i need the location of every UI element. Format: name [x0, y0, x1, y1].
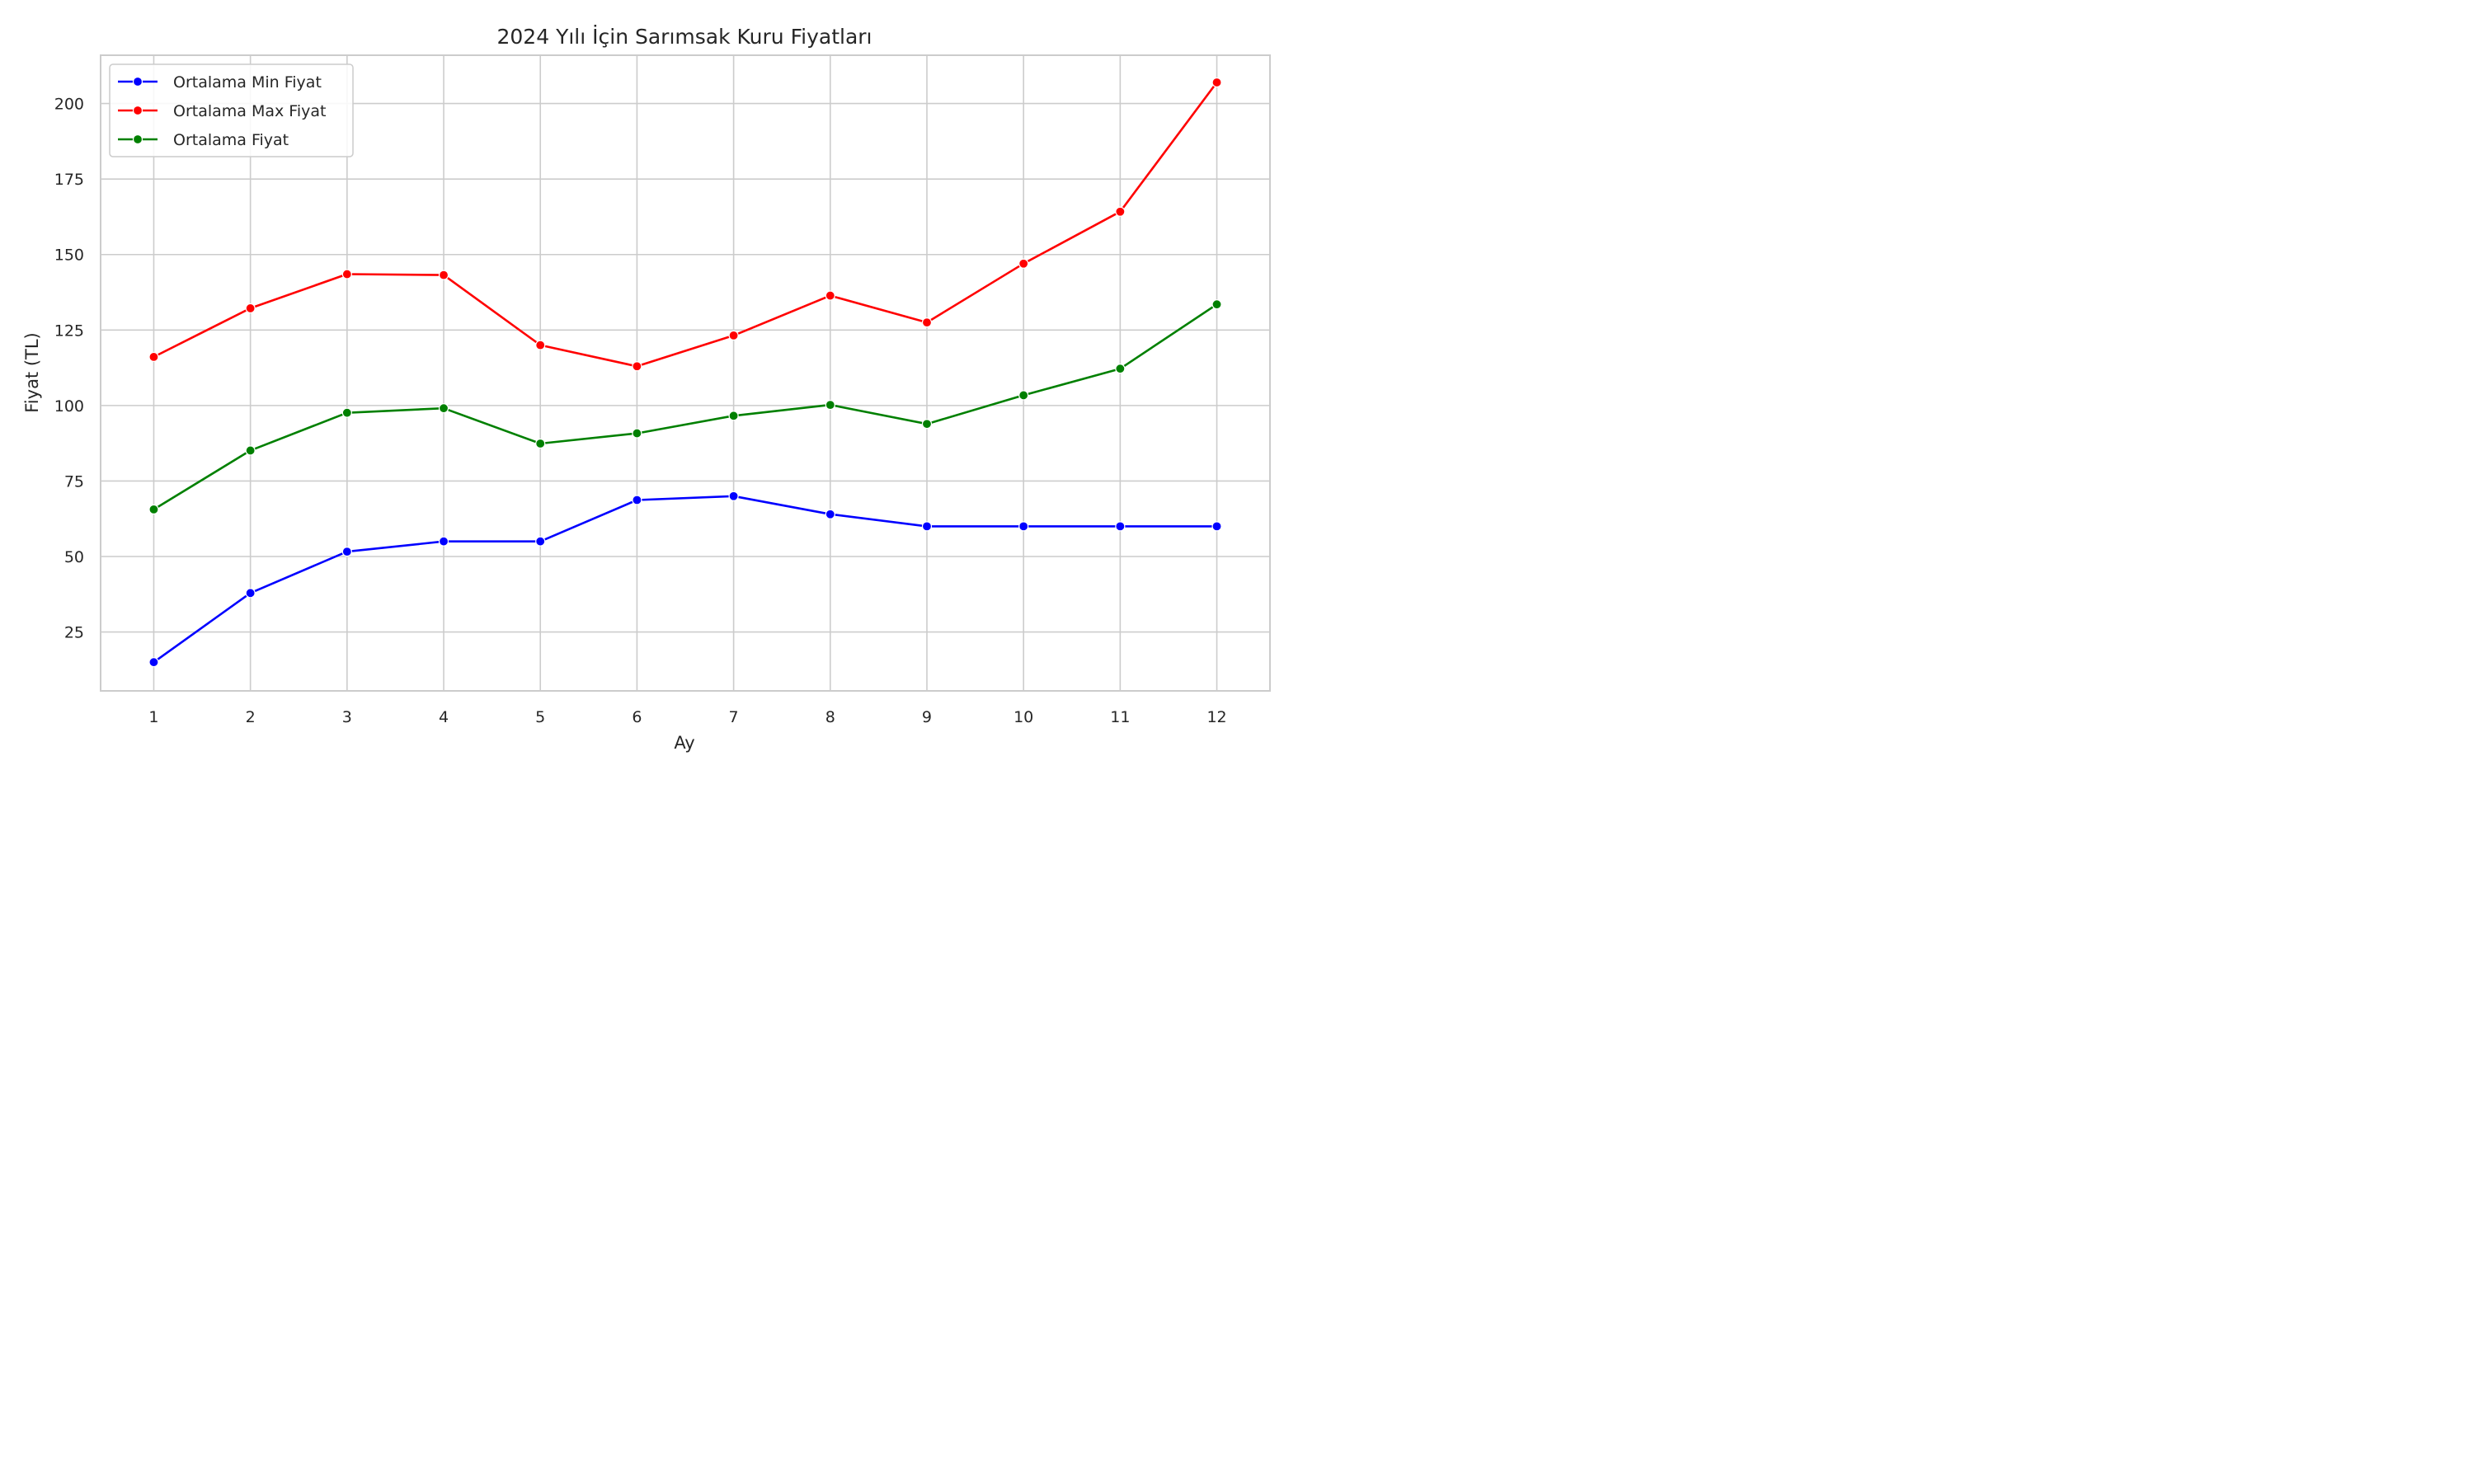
- data-point: [245, 445, 256, 456]
- series-1: [148, 491, 1222, 668]
- x-tick-label: 1: [148, 708, 158, 726]
- data-point: [728, 491, 739, 501]
- legend-label: Ortalama Min Fiyat: [173, 73, 322, 92]
- data-point: [438, 536, 449, 547]
- series-2: [148, 77, 1222, 372]
- data-point: [1211, 521, 1222, 532]
- legend: Ortalama Min Fiyat Ortalama Max Fiyat Orta…: [109, 63, 354, 157]
- data-point: [1018, 258, 1029, 269]
- data-point: [1115, 206, 1126, 217]
- data-point: [728, 411, 739, 421]
- plot-area-frame: [100, 54, 1271, 692]
- legend-label: Ortalama Max Fiyat: [173, 102, 326, 120]
- data-point: [341, 269, 352, 279]
- legend-marker-swatch: [132, 76, 143, 87]
- chart-title: 2024 Yılı İçin Sarımsak Kuru Fiyatları: [497, 25, 872, 49]
- y-tick-label: 75: [64, 472, 84, 491]
- data-point: [438, 270, 449, 280]
- x-tick-label: 8: [825, 708, 835, 726]
- data-point: [148, 351, 159, 363]
- x-tick-label: 4: [439, 708, 449, 726]
- data-point: [148, 504, 159, 514]
- x-tick-label: 12: [1206, 708, 1226, 726]
- y-axis-ticks: 25 50 75 100 125 150 175 200: [54, 96, 84, 642]
- y-tick-label: 150: [54, 247, 84, 265]
- x-tick-label: 10: [1014, 708, 1033, 726]
- y-tick-label: 50: [64, 548, 84, 566]
- data-point: [535, 340, 546, 350]
- series-line: [153, 82, 1218, 368]
- legend-item: Ortalama Min Fiyat: [118, 73, 322, 92]
- data-point: [921, 419, 933, 430]
- data-point: [148, 657, 159, 668]
- x-axis-ticks: 1 2 3 4 5 6 7 8 9 10 11 12: [148, 708, 1226, 726]
- x-tick-label: 9: [922, 708, 932, 726]
- y-tick-label: 25: [64, 624, 84, 642]
- legend-item: Ortalama Max Fiyat: [118, 102, 326, 120]
- data-point: [245, 303, 256, 314]
- data-point: [728, 330, 739, 340]
- y-tick-label: 100: [54, 397, 84, 416]
- x-tick-label: 5: [535, 708, 545, 726]
- x-tick-label: 3: [342, 708, 352, 726]
- data-point: [825, 509, 835, 519]
- legend-label: Ortalama Fiyat: [173, 131, 289, 149]
- x-tick-label: 11: [1110, 708, 1130, 726]
- legend-items: Ortalama Min Fiyat Ortalama Max Fiyat Orta…: [118, 73, 326, 149]
- data-point: [825, 400, 835, 411]
- data-point: [535, 438, 546, 449]
- series-3: [148, 299, 1222, 514]
- y-axis-label: Fiyat (TL): [22, 332, 42, 413]
- data-point: [245, 588, 256, 599]
- data-point: [1018, 521, 1029, 532]
- legend-marker-swatch: [132, 105, 143, 116]
- legend-marker-swatch: [132, 134, 143, 145]
- series-line: [153, 303, 1218, 511]
- data-point: [535, 536, 546, 547]
- data-point: [341, 547, 352, 557]
- data-point: [921, 521, 933, 532]
- data-point: [1211, 299, 1222, 310]
- x-tick-label: 7: [729, 708, 739, 726]
- data-point: [1115, 521, 1126, 532]
- y-tick-label: 175: [54, 171, 84, 189]
- data-point: [1211, 77, 1222, 88]
- data-point: [825, 290, 835, 301]
- data-point: [921, 317, 933, 328]
- data-point: [438, 403, 449, 414]
- data-point: [632, 495, 642, 505]
- legend-box: [109, 63, 354, 157]
- data-point: [632, 361, 642, 372]
- series-layer: [148, 77, 1222, 668]
- legend-item: Ortalama Fiyat: [118, 131, 289, 149]
- x-tick-label: 2: [246, 708, 256, 726]
- y-tick-label: 200: [54, 96, 84, 114]
- data-point: [1018, 390, 1029, 401]
- data-point: [341, 407, 352, 418]
- x-tick-label: 6: [632, 708, 642, 726]
- y-tick-label: 125: [54, 322, 84, 340]
- data-point: [1115, 364, 1126, 374]
- series-line: [153, 495, 1217, 664]
- data-point: [632, 428, 642, 439]
- x-axis-label: Ay: [674, 733, 694, 753]
